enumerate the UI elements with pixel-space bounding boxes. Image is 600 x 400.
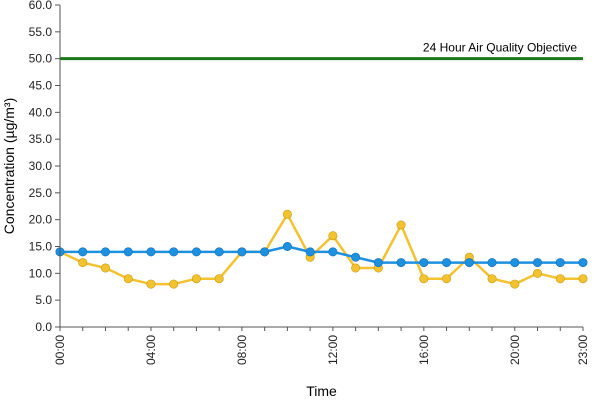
series-2-point [487, 258, 497, 268]
series-2-point [373, 258, 383, 268]
x-axis-ticks: 00:00 04:00 08:00 12:00 16:00 20:00 23:00 [53, 327, 590, 365]
x-tick-label: 12:00 [326, 335, 340, 365]
y-tick-label: 45.0 [29, 79, 53, 93]
y-tick-label: 0.0 [35, 320, 52, 334]
x-tick-label: 08:00 [235, 335, 249, 365]
series-2-point [510, 258, 520, 268]
series-2-point [237, 247, 247, 257]
series-1-line [59, 213, 583, 286]
series-2-point [191, 247, 201, 257]
y-tick-label: 15.0 [29, 240, 53, 254]
series-2-point [78, 247, 88, 257]
series-2-point [419, 258, 429, 268]
y-tick-label: 5.0 [35, 293, 52, 307]
series-1-point [191, 274, 201, 284]
x-tick-label: 20:00 [508, 335, 522, 365]
series-1-point [396, 220, 406, 230]
series-2-point [464, 258, 474, 268]
y-tick-label: 60.0 [29, 0, 53, 12]
series-2-point [100, 247, 110, 257]
series-2-point [396, 258, 406, 268]
series-1-point [510, 279, 520, 289]
y-tick-label: 10.0 [29, 266, 53, 280]
y-axis-title: Concentration (µg/m³) [1, 98, 17, 234]
series-2-point [214, 247, 224, 257]
series-2-point [328, 247, 338, 257]
objective-label: 24 Hour Air Quality Objective [423, 41, 577, 55]
series-2-point [123, 247, 133, 257]
y-tick-label: 50.0 [29, 52, 53, 66]
series-1-point [351, 263, 361, 273]
series-1-point [169, 279, 179, 289]
series-1-point [487, 274, 497, 284]
y-tick-label: 30.0 [29, 159, 53, 173]
x-axis-title: Time [306, 383, 337, 399]
series-2-point [282, 242, 292, 252]
x-tick-label: 16:00 [417, 335, 431, 365]
x-tick-label: 23:00 [576, 335, 590, 365]
series-1-point [442, 274, 452, 284]
series-2-point [442, 258, 452, 268]
y-tick-label: 25.0 [29, 186, 53, 200]
series-1-point [78, 258, 88, 268]
x-tick-label: 00:00 [53, 335, 67, 365]
series-1-point [123, 274, 133, 284]
series-1-point [555, 274, 565, 284]
y-tick-label: 20.0 [29, 213, 53, 227]
series-1-point [282, 209, 292, 219]
y-tick-label: 35.0 [29, 132, 53, 146]
series-2-point [555, 258, 565, 268]
y-tick-label: 55.0 [29, 25, 53, 39]
series-2-point [260, 247, 270, 257]
series-1-point [214, 274, 224, 284]
series-2-line [60, 245, 583, 264]
y-axis-ticks: 0.0 5.0 10.0 15.0 20.0 25.0 30.0 35.0 40.0 45.0 50… [29, 0, 60, 334]
series-2-point [578, 258, 588, 268]
series-2-point [533, 258, 543, 268]
series-layer [55, 209, 588, 289]
series-1-point [100, 263, 110, 273]
series-2-point [146, 247, 156, 257]
series-2-point [169, 247, 179, 257]
series-2-point [351, 252, 361, 262]
series-1-point [578, 274, 588, 284]
y-tick-label: 40.0 [29, 105, 53, 119]
series-1-point [328, 231, 338, 241]
series-1-point [533, 268, 543, 278]
x-tick-label: 04:00 [144, 335, 158, 365]
series-1-point [146, 279, 156, 289]
series-1-point [419, 274, 429, 284]
series-2-point [305, 247, 315, 257]
